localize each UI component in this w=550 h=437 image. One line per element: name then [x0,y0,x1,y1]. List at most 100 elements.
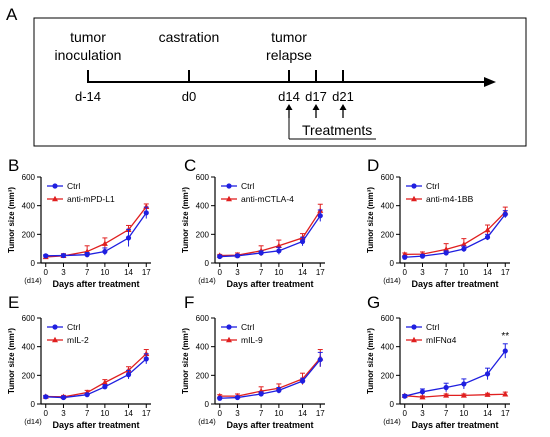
chart-panel-b: B 0 200 400 600 0 3 7 10 14 17 (d14) Days after trea… [7,156,151,289]
x-axis-note: (d14) [198,417,216,426]
data-point [276,248,282,254]
x-tick-label: 10 [100,409,109,418]
y-tick-label: 200 [381,230,395,239]
x-axis-note: (d14) [198,276,216,285]
data-point [84,252,90,258]
data-point [443,392,450,398]
x-tick-label: 14 [483,268,492,277]
data-point [125,235,132,241]
x-tick-label: 7 [444,268,449,277]
legend-label: Ctrl [426,322,439,332]
y-tick-label: 400 [196,202,210,211]
y-tick-label: 400 [22,343,36,352]
data-point [258,391,264,397]
x-axis-label: Days after treatment [52,420,139,430]
x-tick-label: 3 [235,409,240,418]
chart-panel-d: D 0 200 400 600 0 3 7 10 14 17 (d14) Days after trea… [366,156,510,289]
data-point [484,371,491,377]
legend-label: anti-mCTLA-4 [241,194,294,204]
x-tick-label: 17 [501,268,510,277]
panel-letter: D [367,156,379,175]
panel-letter: G [367,293,380,312]
data-point [443,384,449,391]
data-point [43,253,49,259]
x-tick-label: 14 [124,268,133,277]
x-axis-label: Days after treatment [226,279,313,289]
data-point [258,250,264,256]
x-tick-label: 0 [403,409,408,418]
legend-marker [226,336,232,343]
x-tick-label: 10 [459,268,468,277]
legend-label: Ctrl [241,181,254,191]
series-line [404,393,506,398]
x-axis-label: Days after treatment [411,279,498,289]
data-point [402,254,408,260]
panel-letter: E [8,293,19,312]
x-tick-label: 17 [142,268,151,277]
y-axis-label: Tumor size (mm³) [181,328,190,394]
x-tick-label: 10 [274,409,283,418]
x-tick-label: 7 [259,268,264,277]
data-point [102,384,108,390]
data-point [234,394,241,401]
data-point [502,211,508,217]
data-point [419,253,426,259]
data-point [484,234,491,240]
x-tick-label: 17 [501,409,510,418]
y-tick-label: 0 [31,259,36,268]
y-tick-label: 400 [196,343,210,352]
x-axis-note: (d14) [383,276,401,285]
data-point [443,250,449,256]
x-tick-label: 0 [44,409,49,418]
data-point [234,253,241,259]
data-point [143,210,149,216]
legend-label: mIL-2 [67,335,89,345]
series-line [219,357,321,397]
timeline-event-label: castration [159,29,220,45]
x-tick-label: 7 [259,409,264,418]
panel-letter: C [184,156,196,175]
data-point [143,203,150,210]
y-axis-label: Tumor size (mm³) [7,187,16,253]
y-tick-label: 0 [390,259,395,268]
chart-panel-e: E 0 200 400 600 0 3 7 10 14 17 (d14) Days after trea… [7,293,151,430]
y-axis-label: Tumor size (mm³) [7,328,16,394]
timeline-frame [33,17,527,147]
data-point [460,392,467,398]
data-point [502,391,509,397]
timeline-day-label: d14 [278,89,300,104]
legend-marker [52,336,58,343]
legend-marker [52,195,58,202]
x-tick-label: 10 [459,409,468,418]
x-tick-label: 14 [298,268,307,277]
timeline-day-label: d-14 [75,89,101,104]
treatment-arrowhead [285,104,293,110]
data-point [217,395,223,401]
legend-marker [411,195,417,202]
x-tick-label: 3 [420,409,425,418]
legend-marker [411,183,417,189]
x-tick-label: 14 [483,409,492,418]
legend-marker [226,183,232,189]
y-tick-label: 600 [381,314,395,323]
x-tick-label: 7 [85,268,90,277]
chart-panel-f: F 0 200 400 600 0 3 7 10 14 17 (d14) Days after trea… [181,293,325,430]
data-point [484,391,491,397]
y-axis-label: Tumor size (mm³) [181,187,190,253]
x-axis-label: Days after treatment [52,279,139,289]
y-tick-label: 200 [196,230,210,239]
x-tick-label: 3 [235,268,240,277]
y-tick-label: 200 [196,371,210,380]
y-axis-label: Tumor size (mm³) [366,328,375,394]
data-point [43,394,49,400]
data-point [84,392,90,398]
data-point [143,356,149,362]
data-point [102,248,108,255]
data-point [317,213,323,219]
legend-marker [226,324,232,330]
y-tick-label: 600 [381,173,395,182]
timeline-day-label: d21 [332,89,354,104]
series-line [219,215,321,258]
x-tick-label: 0 [218,268,223,277]
